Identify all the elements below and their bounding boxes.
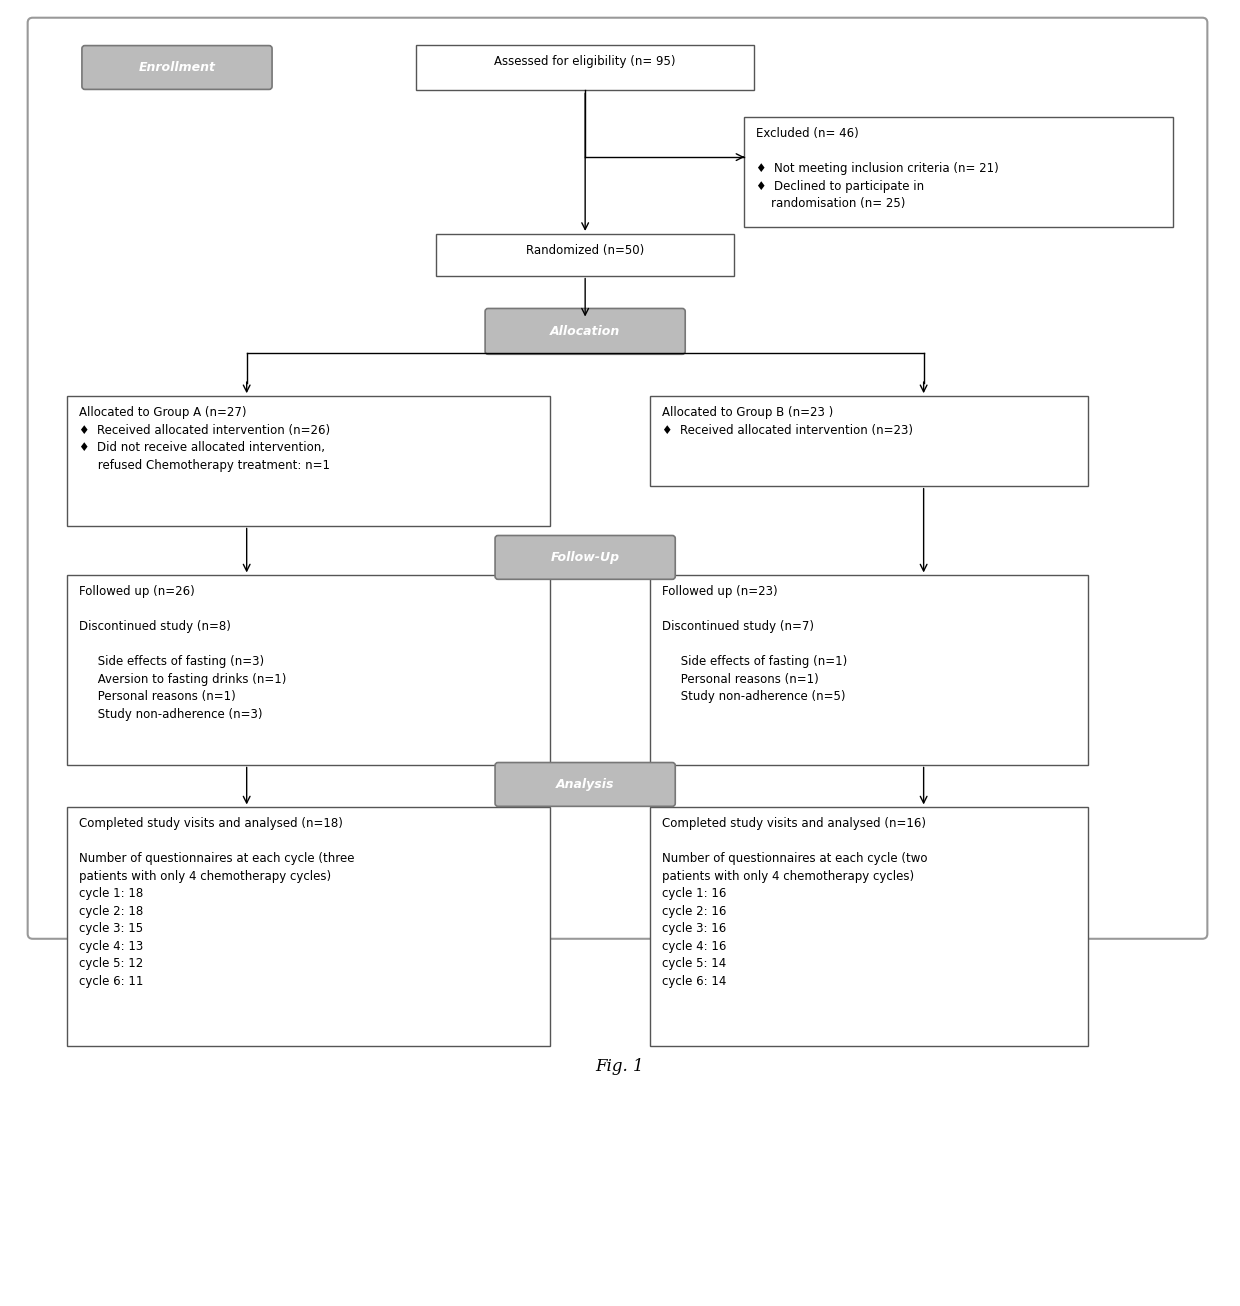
Text: Followed up (n=26)

Discontinued study (n=8)

     Side effects of fasting (n=3): Followed up (n=26) Discontinued study (n… (79, 585, 286, 721)
Text: Allocation: Allocation (551, 325, 620, 338)
Bar (67, 807, 551, 1046)
Text: Follow-Up: Follow-Up (551, 551, 620, 564)
Bar (744, 118, 1173, 227)
Bar (435, 234, 734, 276)
Text: Excluded (n= 46)

♦  Not meeting inclusion criteria (n= 21)
♦  Declined to parti: Excluded (n= 46) ♦ Not meeting inclusion… (756, 127, 999, 210)
Bar (67, 396, 551, 525)
FancyBboxPatch shape (82, 46, 272, 89)
Text: Completed study visits and analysed (n=18)

Number of questionnaires at each cyc: Completed study visits and analysed (n=1… (79, 818, 355, 987)
Bar (650, 396, 1087, 486)
Text: Allocated to Group B (n=23 )
♦  Received allocated intervention (n=23): Allocated to Group B (n=23 ) ♦ Received … (662, 406, 913, 436)
Text: Allocated to Group A (n=27)
♦  Received allocated intervention (n=26)
♦  Did not: Allocated to Group A (n=27) ♦ Received a… (79, 406, 331, 471)
FancyBboxPatch shape (27, 18, 1208, 939)
Bar (650, 576, 1087, 764)
Text: Enrollment: Enrollment (139, 61, 216, 74)
FancyBboxPatch shape (495, 535, 676, 580)
Bar (415, 44, 754, 90)
Text: Completed study visits and analysed (n=16)

Number of questionnaires at each cyc: Completed study visits and analysed (n=1… (662, 818, 928, 987)
FancyBboxPatch shape (485, 308, 686, 354)
Text: Analysis: Analysis (556, 778, 614, 791)
FancyBboxPatch shape (495, 763, 676, 806)
Text: Fig. 1: Fig. 1 (595, 1058, 645, 1075)
Text: Randomized (n=50): Randomized (n=50) (526, 244, 645, 257)
Text: Assessed for eligibility (n= 95): Assessed for eligibility (n= 95) (495, 55, 676, 68)
Text: Followed up (n=23)

Discontinued study (n=7)

     Side effects of fasting (n=1): Followed up (n=23) Discontinued study (n… (662, 585, 847, 704)
Bar (650, 807, 1087, 1046)
Bar (67, 576, 551, 764)
